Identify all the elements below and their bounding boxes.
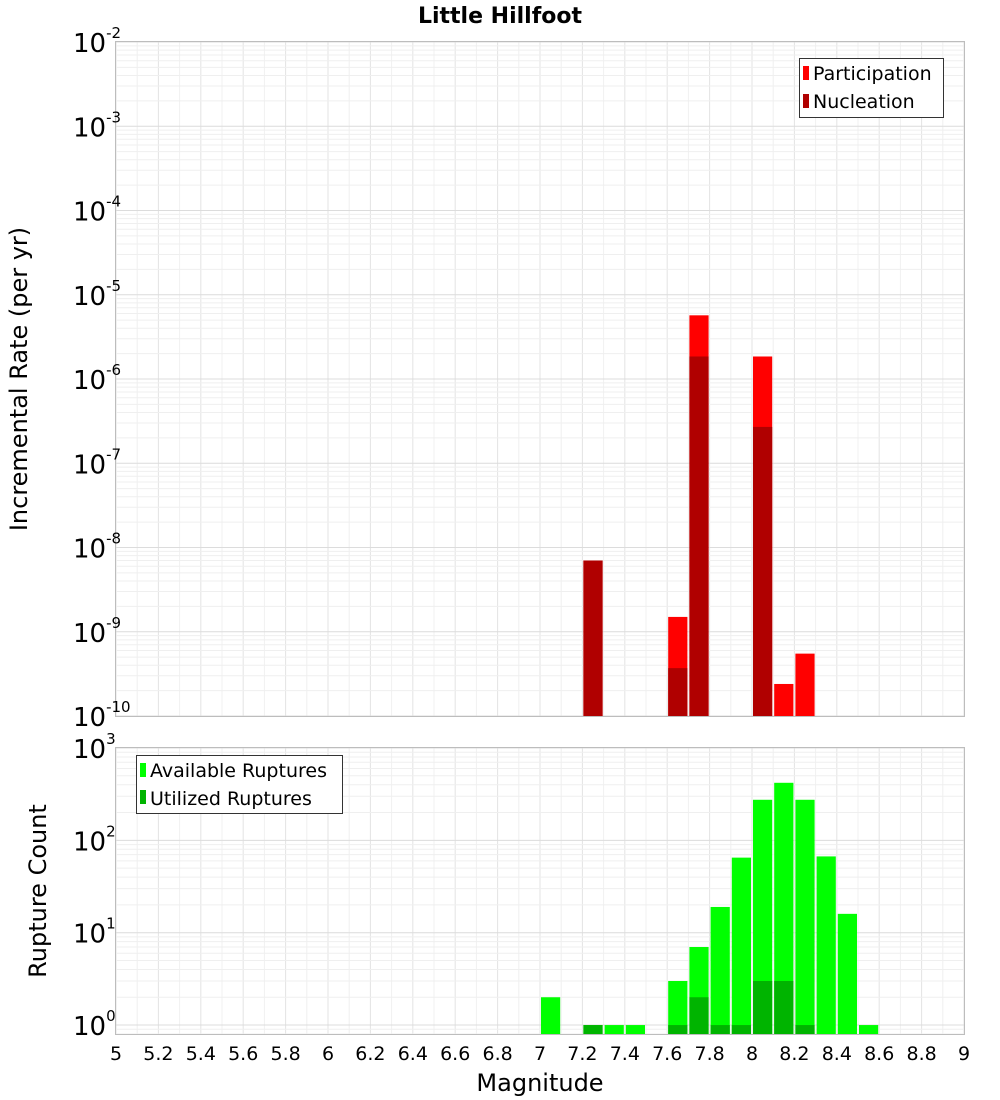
bottom-plot-area <box>115 747 965 1035</box>
top-y-axis-label: Incremental Rate (per yr) <box>5 227 33 531</box>
count-bar-series2 <box>710 1025 730 1034</box>
count-bar-series1 <box>859 1025 879 1034</box>
top-plot-grid <box>115 41 965 717</box>
count-y-tick-label: 101 <box>73 915 116 950</box>
x-tick-label: 8.4 <box>822 1043 852 1065</box>
count-bar-series2 <box>583 1025 603 1034</box>
x-tick-label: 6 <box>322 1043 334 1065</box>
bottom-legend: Available Ruptures Utilized Ruptures <box>136 755 343 814</box>
count-bar-series1 <box>625 1025 645 1034</box>
rate-y-tick-label: 10-7 <box>73 445 121 480</box>
x-tick-label: 7.4 <box>610 1043 640 1065</box>
x-tick-label: 5.6 <box>228 1043 258 1065</box>
x-tick-label: 8.8 <box>906 1043 936 1065</box>
legend-label-participation: Participation <box>813 63 932 85</box>
legend-swatch-utilized <box>140 790 146 804</box>
count-y-tick-label: 102 <box>73 822 116 857</box>
rate-bar-series1 <box>774 683 794 716</box>
legend-label-utilized: Utilized Ruptures <box>150 788 312 810</box>
legend-swatch-nucleation <box>803 94 809 108</box>
x-tick-label: 5.2 <box>143 1043 173 1065</box>
count-bar-series1 <box>731 857 751 1034</box>
rate-bar-series2 <box>583 560 603 716</box>
rate-bar-series2 <box>668 668 688 716</box>
top-plot-area <box>115 41 965 717</box>
top-y-tick-labels: 10-10 10-9 10-8 10-7 10-6 10-5 10-4 10-3 10-2 <box>73 24 131 733</box>
count-bar-series2 <box>774 980 794 1034</box>
count-bar-series1 <box>837 913 857 1034</box>
x-tick-label: 8 <box>746 1043 758 1065</box>
rate-y-tick-label: 10-10 <box>73 698 131 733</box>
rate-y-tick-label: 10-8 <box>73 530 121 565</box>
rate-y-tick-label: 10-5 <box>73 277 121 312</box>
x-tick-label: 5.4 <box>186 1043 216 1065</box>
rate-y-tick-label: 10-6 <box>73 361 121 396</box>
legend-label-nucleation: Nucleation <box>813 91 915 113</box>
count-bar-series2 <box>689 997 709 1034</box>
x-tick-label: 7.2 <box>567 1043 597 1065</box>
count-bar-series1 <box>753 799 773 1034</box>
count-bar-series2 <box>731 1025 751 1034</box>
x-tick-label: 6.6 <box>440 1043 470 1065</box>
count-bar-series1 <box>541 997 561 1034</box>
top-bars <box>583 315 815 716</box>
rate-bar-series2 <box>753 426 773 716</box>
rate-y-tick-label: 10-9 <box>73 614 121 649</box>
rate-y-tick-label: 10-3 <box>73 108 121 143</box>
chart-title: Little Hillfoot <box>418 4 583 29</box>
count-y-tick-label: 100 <box>73 1007 116 1042</box>
x-tick-label: 7.8 <box>694 1043 724 1065</box>
count-bar-series2 <box>753 980 773 1034</box>
x-tick-label: 9 <box>958 1043 970 1065</box>
count-bar-series1 <box>668 980 688 1034</box>
count-bar-series1 <box>710 906 730 1034</box>
rate-bar-series1 <box>795 653 815 716</box>
bottom-bars <box>541 782 879 1034</box>
top-legend: Participation Nucleation <box>799 58 944 118</box>
count-bar-series1 <box>795 799 815 1034</box>
x-axis-label: Magnitude <box>476 1069 603 1097</box>
x-tick-label: 5.8 <box>270 1043 300 1065</box>
x-tick-label: 8.2 <box>779 1043 809 1065</box>
count-bar-series2 <box>795 1025 815 1034</box>
x-tick-label: 8.6 <box>864 1043 894 1065</box>
rate-y-tick-label: 10-4 <box>73 193 121 228</box>
x-tick-label: 6.4 <box>398 1043 428 1065</box>
bottom-y-axis-label: Rupture Count <box>24 804 52 978</box>
count-bar-series1 <box>816 856 836 1034</box>
x-tick-label: 7.6 <box>652 1043 682 1065</box>
x-tick-label: 6.2 <box>355 1043 385 1065</box>
count-bar-series1 <box>774 782 794 1034</box>
rate-bar-series2 <box>689 356 709 716</box>
count-bar-series2 <box>668 1025 688 1034</box>
bottom-y-tick-labels: 100 101 102 103 <box>73 730 116 1042</box>
rate-y-tick-label: 10-2 <box>73 24 121 59</box>
x-tick-label: 5 <box>110 1043 122 1065</box>
count-y-tick-label: 103 <box>73 730 116 765</box>
legend-swatch-participation <box>803 66 809 80</box>
legend-label-available: Available Ruptures <box>150 760 327 782</box>
x-tick-label: 6.8 <box>482 1043 512 1065</box>
count-bar-series1 <box>604 1025 624 1034</box>
x-tick-labels: 5 5.2 5.4 5.6 5.8 6 6.2 6.4 6.6 6.8 7 7.2 7.4 7.6 7.8 8… <box>110 1043 970 1065</box>
legend-swatch-available <box>140 763 146 777</box>
x-tick-label: 7 <box>534 1043 546 1065</box>
